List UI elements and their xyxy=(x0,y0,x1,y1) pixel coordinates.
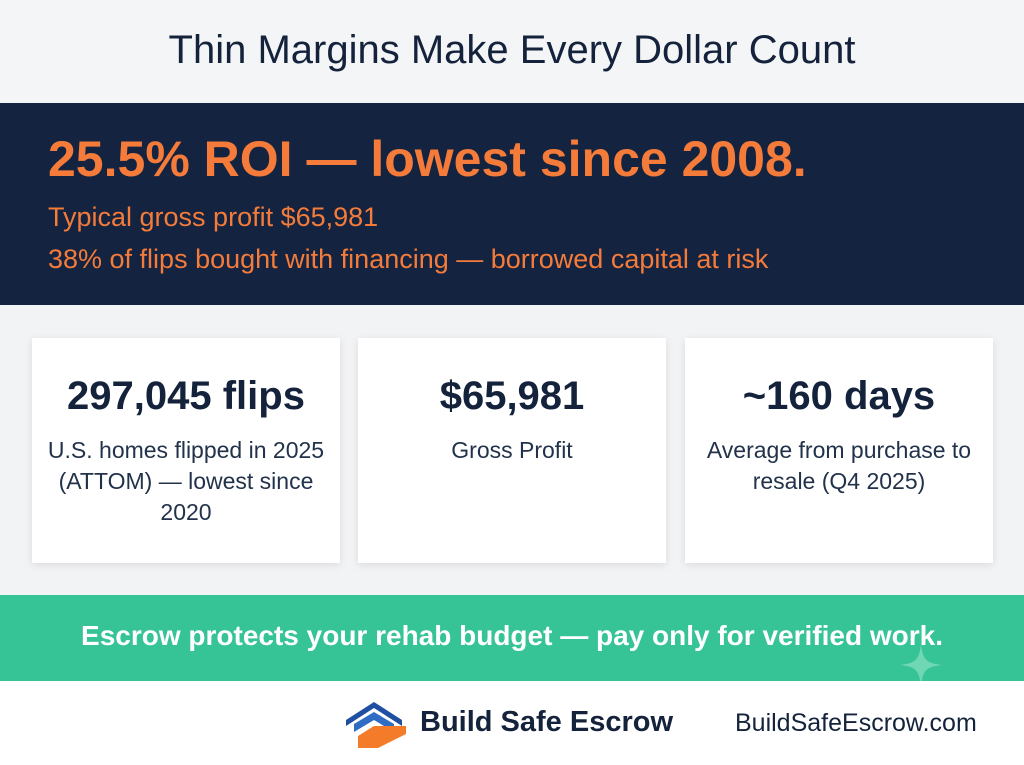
stat-description: Average from purchase to resale (Q4 2025… xyxy=(706,437,972,495)
logo-roof-inner xyxy=(354,712,394,732)
website-url: BuildSafeEscrow.com xyxy=(735,709,977,737)
logo-base xyxy=(358,726,406,748)
highlight-band xyxy=(0,103,1024,305)
sparkle xyxy=(900,644,942,686)
highlight-line: 38% of flips bought with financing — bor… xyxy=(48,244,769,274)
title: Thin Margins Make Every Dollar Count xyxy=(168,28,856,72)
logo-roof xyxy=(346,702,402,726)
headline: 25.5% ROI — lowest since 2008. xyxy=(48,131,807,187)
stat-value: ~160 days xyxy=(742,374,936,418)
highlight-line: Typical gross profit $65,981 xyxy=(48,202,379,232)
stat-card: 297,045 flips U.S. homes flipped in 2025… xyxy=(32,338,340,563)
logo xyxy=(346,702,406,748)
stat-card: ~160 days Average from purchase to resal… xyxy=(685,338,993,563)
banner xyxy=(0,595,1024,681)
stat-description: U.S. homes flipped in 2025 (ATTOM) — low… xyxy=(47,437,325,526)
banner-text: Escrow protects your rehab budget — pay … xyxy=(81,620,943,651)
brand-name: Build Safe Escrow xyxy=(420,706,674,738)
stat-card: $65,981 Gross Profit xyxy=(358,338,666,563)
header-band xyxy=(0,0,1024,103)
stat-description: Gross Profit xyxy=(451,437,573,463)
footer xyxy=(0,681,1024,765)
stat-value: 297,045 flips xyxy=(67,374,305,418)
stat-value: $65,981 xyxy=(439,374,585,418)
sparkle-icon xyxy=(900,644,942,686)
